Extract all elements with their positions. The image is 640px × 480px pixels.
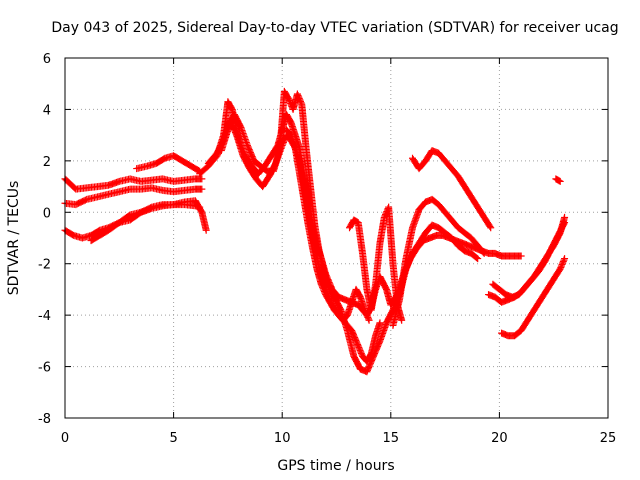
x-tick-label: 5	[169, 431, 177, 446]
series-markers	[346, 203, 406, 324]
plot-frame	[64, 57, 609, 419]
series-markers	[87, 201, 204, 245]
x-tick-label: 25	[600, 431, 617, 446]
y-tick-label: 6	[43, 52, 51, 67]
x-tick-label: 15	[383, 431, 400, 446]
series-arc-11	[389, 195, 488, 329]
series-markers	[283, 126, 373, 324]
series-arc-8	[217, 87, 482, 376]
x-tick-label: 10	[274, 431, 291, 446]
axis-ticks: 0 5 10 15 20 25 -8 -6 -4 -2 0 2 4 6	[38, 52, 616, 446]
series-arc-5	[133, 152, 204, 175]
y-tick-label: 0	[43, 206, 51, 221]
y-axis-label: SDTVAR / TECUs	[6, 181, 22, 296]
x-tick-label: 20	[491, 431, 508, 446]
chart-title: Day 043 of 2025, Sidereal Day-to-day VTE…	[51, 20, 618, 36]
y-tick-label: -8	[38, 412, 51, 427]
series-markers	[133, 152, 204, 175]
series-markers	[489, 219, 569, 301]
series-arc-12	[409, 147, 495, 232]
series-arc-15	[498, 255, 569, 340]
series-arc-9	[283, 126, 373, 324]
series-arc-4	[87, 201, 204, 245]
series-markers	[389, 195, 488, 329]
y-tick-label: -2	[38, 258, 51, 273]
y-tick-label: -6	[38, 361, 51, 376]
series-markers	[409, 147, 495, 232]
y-tick-label: 2	[43, 155, 51, 170]
y-tick-label: 4	[43, 103, 51, 118]
data-points	[61, 87, 569, 376]
x-axis-label: GPS time / hours	[277, 458, 394, 474]
series-arc-10	[346, 203, 406, 324]
series-markers	[498, 255, 569, 340]
y-tick-label: -4	[38, 309, 51, 324]
series-markers	[552, 175, 564, 185]
x-tick-label: 0	[61, 431, 69, 446]
series-markers	[217, 87, 482, 376]
series-arc-14	[489, 219, 569, 301]
series-arc-16	[552, 175, 564, 185]
